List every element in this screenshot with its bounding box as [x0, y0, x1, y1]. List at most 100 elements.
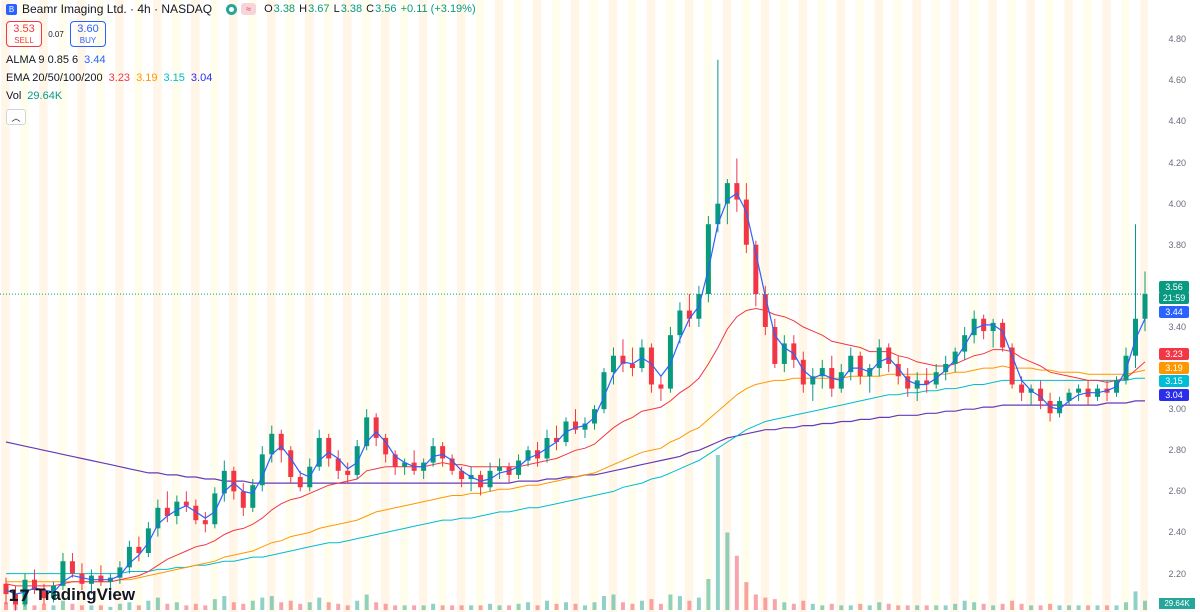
candle-body: [753, 244, 759, 295]
symbol-title[interactable]: Beamr Imaging Ltd. · 4h · NASDAQ: [22, 2, 213, 16]
volume-bar: [250, 600, 255, 610]
session-stripe: [1083, 0, 1092, 612]
session-stripe: [418, 0, 428, 612]
volume-bar: [136, 605, 141, 610]
candle-body: [459, 470, 465, 480]
price-tag: 3.23: [1159, 348, 1189, 360]
volume-bar: [79, 605, 84, 610]
volume-bar: [582, 605, 587, 610]
session-stripe: [1, 0, 10, 612]
session-stripe: [969, 0, 978, 612]
volume-bar: [98, 605, 103, 610]
candle-body: [800, 359, 806, 385]
candle-body: [383, 437, 389, 455]
candle-body: [278, 433, 284, 451]
ema-legend[interactable]: EMA 20/50/100/200 3.23 3.19 3.15 3.04: [6, 72, 213, 84]
tradingview-logo[interactable]: 17 TradingView: [8, 585, 136, 605]
candle-body: [1019, 384, 1025, 393]
session-stripe: [722, 0, 732, 612]
candle-body: [962, 335, 968, 352]
volume-bar: [1067, 605, 1072, 610]
candle-body: [516, 460, 522, 475]
candle-body: [658, 384, 664, 389]
session-stripe: [950, 0, 959, 612]
volume-bar: [886, 603, 891, 610]
volume-bar: [934, 605, 939, 610]
candle-body: [943, 363, 949, 373]
session-stripe: [855, 0, 865, 612]
volume-bar: [981, 603, 986, 610]
data-flag-icon[interactable]: ≈: [241, 3, 257, 15]
session-stripe: [741, 0, 751, 612]
session-stripe: [20, 0, 29, 612]
alma-legend[interactable]: ALMA 9 0.85 6 3.44: [6, 54, 106, 66]
price-tag: 3.19: [1159, 362, 1189, 374]
candle-body: [895, 363, 901, 377]
candle-body: [326, 437, 332, 459]
candle-body: [677, 310, 683, 336]
session-stripe: [153, 0, 162, 612]
buy-button[interactable]: 3.60 BUY: [70, 21, 106, 47]
volume-bar: [431, 603, 436, 610]
market-open-icon[interactable]: [226, 3, 238, 15]
alma-path: [5, 192, 1146, 595]
candle-body: [136, 546, 142, 554]
volume-bar: [51, 605, 56, 610]
candle-body: [620, 355, 626, 364]
candle-body: [886, 347, 892, 364]
volume-bar: [127, 602, 132, 610]
candle-body: [12, 594, 18, 605]
candle-body: [781, 343, 787, 364]
candle-body: [924, 380, 930, 385]
candle-body: [126, 546, 132, 568]
volume-bar: [155, 597, 160, 610]
session-stripe: [931, 0, 940, 612]
session-stripe: [380, 0, 390, 612]
volume-bar: [810, 603, 815, 610]
sell-button[interactable]: 3.53 SELL: [6, 21, 42, 47]
session-stripe: [229, 0, 238, 612]
candle-body: [297, 476, 303, 488]
collapse-legend-button[interactable]: ︿: [6, 109, 26, 125]
volume-bar: [744, 582, 749, 610]
price-axis-tick: 4.40: [1168, 116, 1186, 127]
candle-body: [1066, 392, 1072, 401]
volume-bar: [231, 602, 236, 610]
volume-bar: [905, 605, 910, 610]
volume-bar: [193, 603, 198, 610]
volume-bar: [317, 597, 322, 610]
volume-bar: [60, 600, 65, 610]
volume-bar: [1105, 605, 1110, 610]
ema50-path: [6, 365, 1146, 583]
volume-legend[interactable]: Vol 29.64K: [6, 90, 63, 102]
alma-line: [5, 192, 1146, 595]
candle-body: [449, 458, 455, 471]
candle-body: [971, 318, 977, 336]
trade-buttons: 3.53 SELL 0.07 3.60 BUY: [6, 21, 477, 47]
volume-bar: [336, 603, 341, 610]
volume-bars: [4, 455, 1147, 610]
candle-body: [164, 507, 170, 517]
session-stripe: [1102, 0, 1111, 612]
volume-bar: [421, 605, 426, 610]
session-stripe: [513, 0, 523, 612]
symbol-icon[interactable]: B: [6, 3, 17, 15]
price-tag: 21:59: [1159, 292, 1189, 304]
session-stripe: [248, 0, 257, 612]
volume-bar: [564, 602, 569, 610]
volume-bar: [507, 605, 512, 610]
session-stripe: [646, 0, 656, 612]
candle-body: [392, 454, 398, 467]
candle-body: [573, 421, 578, 430]
volume-bar: [440, 605, 445, 610]
volume-bar: [41, 603, 46, 610]
session-stripe: [1007, 0, 1016, 612]
session-stripe: [39, 0, 48, 612]
volume-bar: [89, 605, 94, 610]
candle-body: [202, 520, 208, 525]
volume-bar: [1086, 605, 1091, 610]
volume-bar: [4, 602, 8, 610]
session-stripe: [551, 0, 561, 612]
chevron-up-icon: ︿: [11, 112, 21, 123]
